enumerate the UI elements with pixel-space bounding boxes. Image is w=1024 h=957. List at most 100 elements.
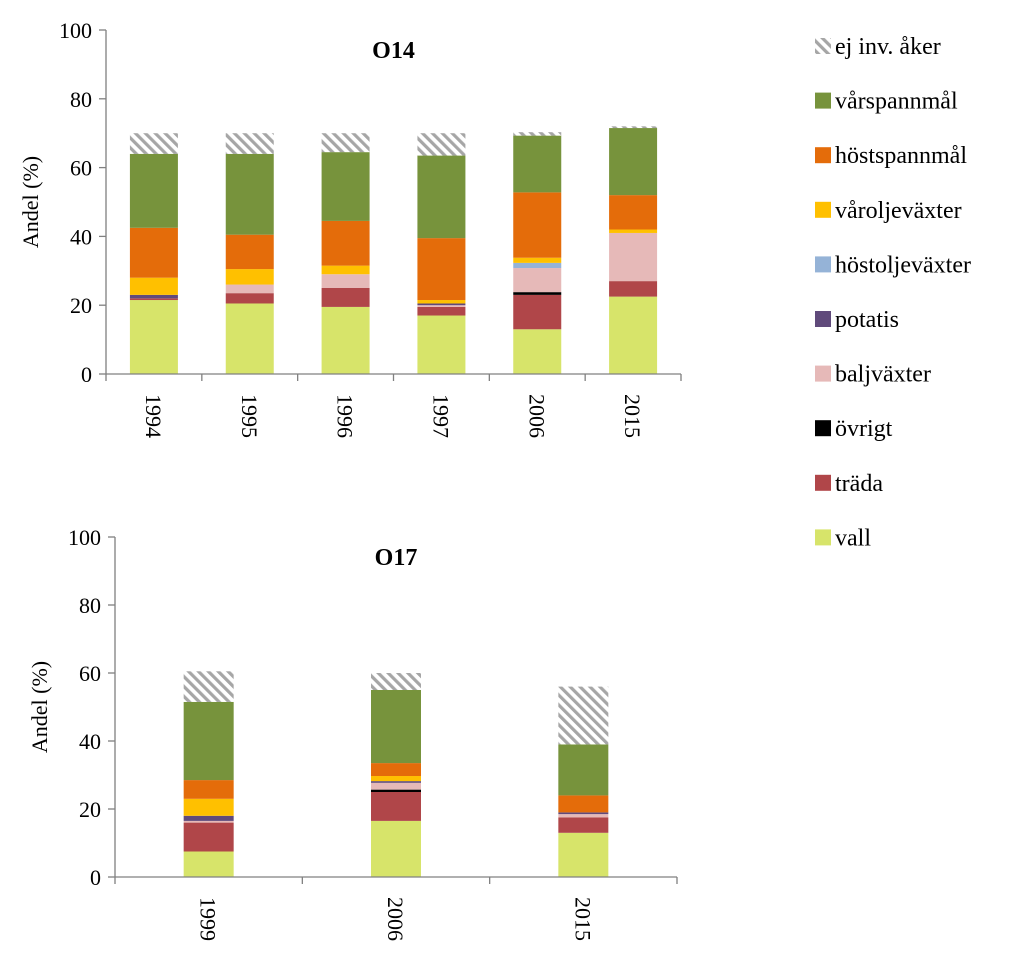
chart-title: O17 [375,545,418,571]
legend-swatch-ej_inv_aker [815,38,831,54]
bar-segment-vall-1997 [417,315,466,374]
bar-segment-hostoljevaxter-2006 [513,262,562,269]
bar-segment-trada-2006 [513,294,562,330]
bar-segment-varoljevaxter-1996 [321,265,370,275]
bar-segment-varoljevaxter-2015 [609,229,658,233]
bar-segment-varspannmal-1995 [225,153,274,235]
legend-label-vall: vall [835,525,871,551]
bar-segment-baljvaxter-2015 [609,232,658,282]
bar-segment-varoljevaxter-1995 [225,269,274,285]
bar-segment-trada-1999 [183,822,234,852]
bar-segment-potatis-2015 [558,812,609,815]
bar-segment-varspannmal-1999 [183,701,234,781]
bar-segment-varspannmal-2015 [558,744,609,796]
y-tick-label: 0 [81,362,92,387]
x-tick-label: 1994 [141,394,166,438]
legend-label-potatis: potatis [835,307,899,333]
x-tick-label: 1997 [428,394,453,438]
chart-title: O14 [372,38,415,64]
bar-segment-vall-2015 [609,296,658,374]
bar-segment-vall-1996 [321,306,370,374]
y-tick-label: 40 [70,224,92,249]
y-tick-label: 20 [70,293,92,318]
bar-segment-ovrigt-2006 [513,292,562,295]
bar-segment-baljvaxter-2006 [371,782,421,790]
chart-o17: O17 Andel (%) 1999 2006 2015 0 20 40 60 80 100 [27,525,678,941]
bar-segment-hostspannmal-1995 [225,234,274,270]
legend-label-varoljevaxter: våroljeväxter [835,198,962,224]
legend-swatch-varspannmal [815,92,831,109]
bar-segment-hostspannmal-2015 [609,195,658,230]
bar-segment-vall-1995 [225,303,274,374]
bar-segment-trada-1996 [321,288,370,307]
bar-segment-hostspannmal-1996 [321,220,370,266]
bar-segment-ej_inv_aker-1994 [129,133,178,154]
x-tick-label: 2006 [524,394,549,438]
bar-segment-ej_inv_aker-2015 [609,126,658,129]
x-tick-label: 1999 [196,897,221,941]
bar-segment-baljvaxter-1996 [321,274,370,288]
bar-segment-trada-2015 [609,281,658,297]
legend-label-ovrigt: övrigt [835,416,893,442]
bar-segment-potatis-1994 [129,294,178,299]
y-tick-label: 60 [70,156,92,181]
x-tick-label: 1995 [237,394,262,438]
x-tick-label: 2015 [620,394,645,438]
bar-segment-baljvaxter-1997 [417,305,466,307]
bar-segment-potatis-1997 [417,303,466,306]
legend-swatch-potatis [815,311,831,327]
bar-segment-trada-1997 [417,306,466,316]
bar-segment-hostspannmal-2015 [558,795,609,813]
bar-segment-trada-2006 [371,792,421,821]
y-tick-label: 20 [79,797,101,822]
legend-label-varspannmal: vårspannmål [835,89,958,115]
bar-segment-vall-1994 [129,300,178,374]
bar-segment-varspannmal-2015 [609,128,658,196]
bar-segment-vall-2015 [558,832,609,877]
legend-swatch-trada [815,474,831,491]
bar-segment-varoljevaxter-1994 [129,277,178,295]
y-axis-title: Andel (%) [27,661,52,753]
legend-swatch-varoljevaxter [815,201,831,218]
bar-segment-ej_inv_aker-2006 [513,132,562,136]
bar-segment-hostspannmal-2006 [513,192,562,258]
legend-label-ej_inv_aker: ej inv. åker [835,34,941,60]
bar-segment-ovrigt-2006 [371,789,421,792]
legend-label-baljvaxter: baljväxter [835,362,931,388]
y-tick-label: 80 [79,593,101,618]
legend-label-hostspannmal: höstspannmål [835,143,967,169]
y-tick-label: 100 [59,18,92,43]
y-axis-title: Andel (%) [18,156,43,248]
y-tick-label: 60 [79,661,101,686]
bar-segment-varspannmal-1996 [321,152,370,221]
bar-segment-vall-2006 [513,329,562,374]
y-tick-label: 0 [90,865,101,890]
bar-segment-trada-1994 [129,298,178,301]
bar-segment-ej_inv_aker-1995 [225,133,274,154]
bar-segment-ej_inv_aker-1999 [183,671,234,702]
legend-swatch-baljvaxter [815,365,831,382]
legend-swatch-hostspannmal [815,147,831,164]
x-tick-label: 2015 [570,897,595,941]
bar-segment-hostspannmal-1999 [183,780,234,799]
bar-segment-varoljevaxter-1999 [183,798,234,816]
bar-segment-baljvaxter-2015 [558,814,609,818]
bar-segment-ej_inv_aker-1996 [321,133,370,153]
bar-segment-hostspannmal-2006 [371,763,421,777]
y-tick-label: 80 [70,87,92,112]
bar-segment-varspannmal-1994 [129,153,178,228]
legend-swatch-ovrigt [815,420,831,437]
bar-segment-ej_inv_aker-1997 [417,133,466,156]
bar-segment-trada-2015 [558,817,609,833]
bar-segment-varoljevaxter-2006 [513,257,562,263]
bar-segment-varspannmal-2006 [371,690,421,764]
bar-segment-hostspannmal-1997 [417,238,466,301]
y-tick-label: 40 [79,729,101,754]
bar-segment-vall-1999 [183,851,234,877]
legend-swatch-vall [815,529,831,546]
legend-label-hostoljevaxter: höstoljeväxter [835,252,971,278]
bar-segment-varoljevaxter-2006 [371,776,421,782]
bar-segment-vall-2006 [371,820,421,877]
